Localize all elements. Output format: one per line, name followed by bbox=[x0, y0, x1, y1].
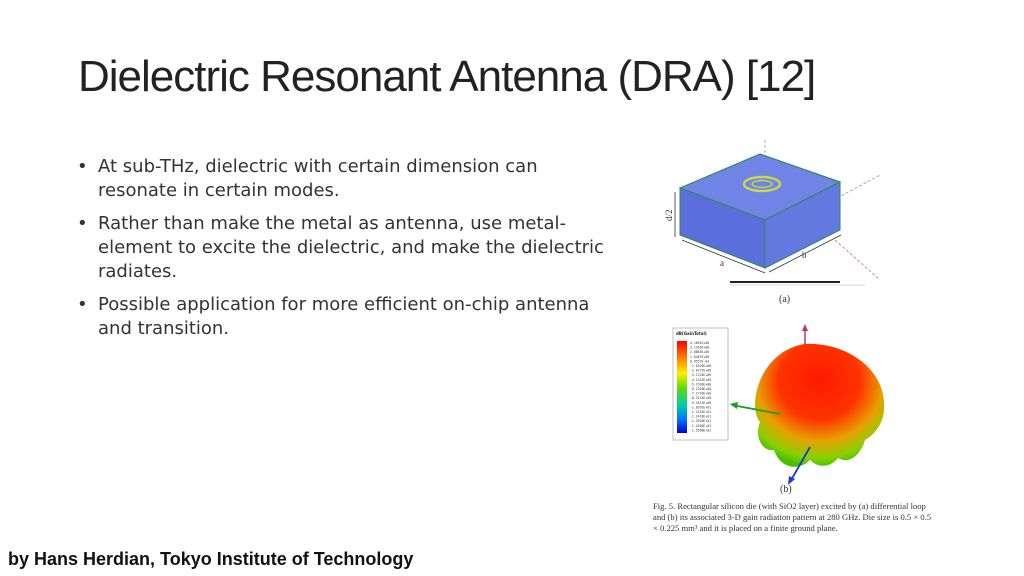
colorbar-tick: -9.3512E+00 bbox=[690, 401, 711, 405]
slide-footer: by Hans Herdian, Tokyo Institute of Tech… bbox=[8, 549, 414, 569]
bullet-item: • Rather than make the metal as antenna, … bbox=[75, 212, 615, 284]
slide-title: Dielectric Resonant Antenna (DRA) [12] bbox=[78, 52, 816, 101]
loop-outer bbox=[742, 175, 782, 193]
colorbar-tick: 6.9557E-03 bbox=[690, 359, 709, 363]
figure-caption: Fig. 5. Rectangular silicon die (with Si… bbox=[653, 501, 932, 533]
colorbar-tick: -1.0329E+00 bbox=[690, 364, 711, 368]
colorbar-tick: -5.1920E+00 bbox=[690, 382, 711, 386]
figure-b-label: (b) bbox=[780, 484, 792, 495]
colorbar-tick: -1.0391E+01 bbox=[690, 405, 711, 409]
colorbar-tick: 2.0865E+00 bbox=[690, 350, 709, 354]
colorbar-tick: -1.3510E+01 bbox=[690, 419, 711, 423]
colorbar-tick: 1.0467E+00 bbox=[690, 355, 709, 359]
colorbar-ticks: 4.1661E+00 3.1263E+00 2.0865E+00 1.0467E… bbox=[690, 341, 711, 432]
colorbar-tick: -8.3114E+00 bbox=[690, 396, 711, 400]
colorbar-tick: -1.5590E+01 bbox=[690, 428, 711, 432]
colorbar-tick: -4.1522E+00 bbox=[690, 378, 711, 382]
loop-inner bbox=[751, 179, 773, 189]
box-right-face bbox=[764, 181, 841, 269]
bullet-dot: • bbox=[77, 213, 88, 234]
colorbar-header: dB(GainTotal) bbox=[676, 331, 707, 336]
colorbar-tick: -3.1125E+00 bbox=[690, 373, 711, 377]
figure-b-pattern: dB(GainTotal) 4.1661E+00 3.1263E+00 2.08… bbox=[672, 324, 885, 485]
colorbar-tick: 3.1263E+00 bbox=[690, 346, 709, 350]
colorbar-tick: 4.1661E+00 bbox=[690, 341, 709, 345]
colorbar bbox=[677, 341, 687, 433]
dim-depth-label: b bbox=[802, 250, 807, 260]
bullet-text: Rather than make the metal as antenna, u… bbox=[98, 213, 604, 282]
bullet-text: At sub-THz, dielectric with certain dime… bbox=[98, 156, 538, 201]
bullet-item: • Possible application for more efficient… bbox=[75, 293, 615, 341]
dim-height-label: d/2 bbox=[665, 209, 674, 221]
bullet-dot: • bbox=[77, 294, 88, 315]
scale-bar bbox=[730, 281, 840, 283]
bullet-text: Possible application for more efficient … bbox=[98, 294, 590, 339]
colorbar-tick: -7.2716E+00 bbox=[690, 392, 711, 396]
figure-a-label: (a) bbox=[779, 294, 791, 305]
colorbar-tick: -2.0727E+00 bbox=[690, 369, 711, 373]
colorbar-tick: -1.2470E+01 bbox=[690, 415, 711, 419]
bullet-dot: • bbox=[77, 156, 88, 177]
colorbar-tick: -1.4550E+01 bbox=[690, 424, 711, 428]
dim-width-label: a bbox=[720, 258, 724, 268]
radiation-lobe bbox=[755, 343, 885, 467]
bullet-list: • At sub-THz, dielectric with certain dim… bbox=[75, 155, 615, 350]
bullet-item: • At sub-THz, dielectric with certain dim… bbox=[75, 155, 615, 203]
colorbar-tick: -1.1431E+01 bbox=[690, 410, 711, 414]
figure-a-box: d/2 a b bbox=[665, 140, 881, 286]
colorbar-tick: -6.2318E+00 bbox=[690, 387, 711, 391]
